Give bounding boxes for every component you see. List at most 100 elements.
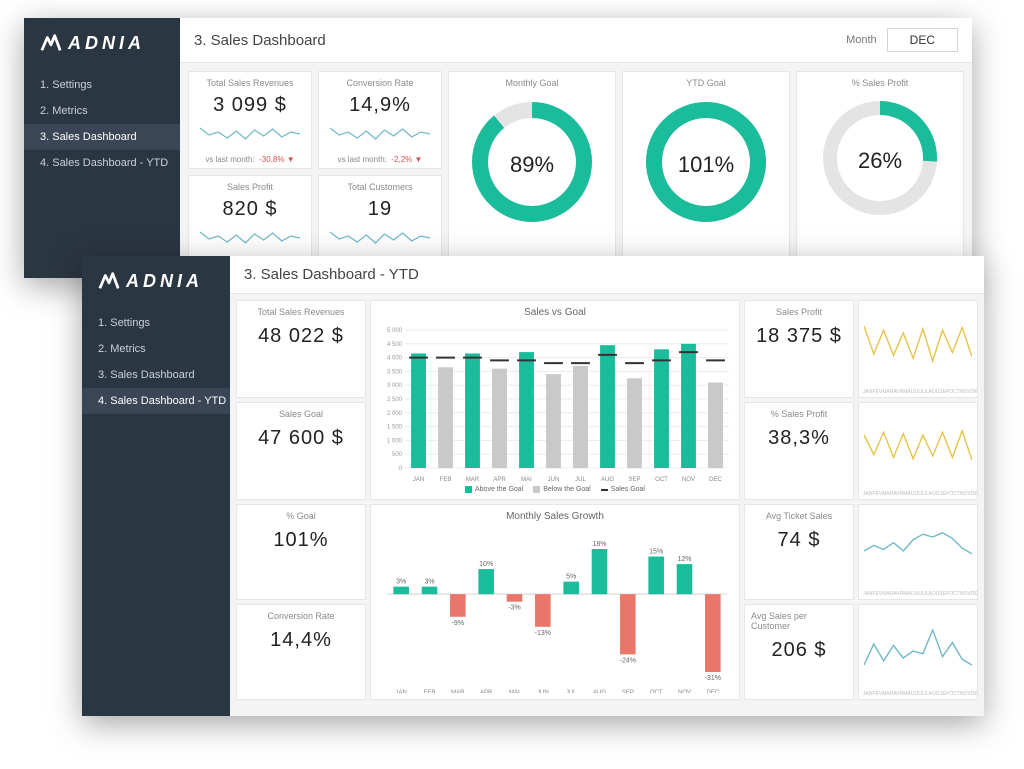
svg-text:OCT: OCT	[650, 690, 663, 693]
metric-value: 74 $	[778, 529, 821, 552]
page-title: 3. Sales Dashboard	[194, 32, 326, 49]
spark-card: JANFÉVMARAVRMAIJUIJULAOÛSEPOCTNOVDÉC	[858, 604, 978, 700]
svg-text:-24%: -24%	[620, 657, 636, 664]
nav-item[interactable]: 4. Sales Dashboard - YTD	[82, 388, 230, 414]
bar-chart-svg: 05001 0001 5002 0002 5003 0003 5004 0004…	[377, 326, 733, 484]
svg-text:-3%: -3%	[508, 605, 520, 612]
sidebar: ADNIA 1. Settings2. Metrics3. Sales Dash…	[82, 256, 230, 716]
svg-text:FEB: FEB	[424, 690, 436, 693]
nav-item[interactable]: 1. Settings	[82, 310, 230, 336]
svg-text:SEP: SEP	[628, 477, 640, 483]
chart-title: Monthly Sales Growth	[506, 511, 604, 522]
main-area: 3. Sales Dashboard - YTD Total Sales Rev…	[230, 256, 984, 716]
metric-card: Sales Profit 18 375 $	[744, 300, 854, 398]
dashboard-monthly: ADNIA 1. Settings2. Metrics3. Sales Dash…	[24, 18, 972, 278]
logo-icon	[40, 32, 62, 54]
stat-value: 47 600 $	[258, 427, 344, 450]
spark-card: JANFÉVMARAVRMAIJUIJULAOÛSEPOCTNOVDÉC	[858, 300, 978, 398]
nav-item[interactable]: 4. Sales Dashboard - YTD	[24, 150, 180, 176]
svg-text:2 000: 2 000	[387, 411, 403, 417]
gauge-value: 89%	[464, 94, 600, 235]
metric-value: 18 375 $	[756, 325, 842, 348]
stat-value: 14,4%	[270, 629, 332, 652]
svg-text:JUN: JUN	[548, 477, 560, 483]
svg-text:DEC: DEC	[706, 690, 719, 693]
svg-text:-13%: -13%	[535, 630, 551, 637]
stat-label: % Goal	[286, 511, 316, 521]
donut-chart: 26%	[816, 94, 944, 227]
gauge-card: YTD Goal 101%	[622, 71, 790, 273]
kpi-label: Total Sales Revenues	[206, 78, 293, 88]
stat-card: % Goal 101%	[236, 504, 366, 600]
brand-logo: ADNIA	[82, 270, 230, 310]
brand-logo: ADNIA	[24, 32, 180, 72]
nav-item[interactable]: 2. Metrics	[82, 336, 230, 362]
metric-label: % Sales Profit	[771, 409, 828, 419]
svg-text:NOV: NOV	[678, 690, 691, 693]
svg-text:1 000: 1 000	[387, 438, 403, 444]
nav-item[interactable]: 1. Settings	[24, 72, 180, 98]
metric-label: Avg Ticket Sales	[766, 511, 832, 521]
month-picker[interactable]: Month DEC	[846, 28, 958, 52]
kpi-label: Total Customers	[347, 182, 412, 192]
svg-text:-31%: -31%	[705, 675, 721, 682]
svg-text:AUG: AUG	[601, 477, 614, 483]
sparkline	[864, 319, 972, 375]
svg-text:5 000: 5 000	[387, 328, 403, 334]
sparkline	[864, 523, 972, 579]
spark-months: JANFÉVMARAVRMAIJUIJULAOÛSEPOCTNOVDÉC	[863, 591, 973, 597]
nav-item[interactable]: 3. Sales Dashboard	[82, 362, 230, 388]
kpi-card: Total Sales Revenues 3 099 $ vs last mon…	[188, 71, 312, 169]
svg-text:JAN: JAN	[395, 690, 406, 693]
month-label: Month	[846, 34, 877, 46]
gauge-label: Monthly Goal	[505, 78, 558, 88]
sparkline	[330, 227, 430, 247]
svg-text:15%: 15%	[649, 549, 663, 556]
dashboard-ytd: ADNIA 1. Settings2. Metrics3. Sales Dash…	[82, 256, 984, 716]
svg-text:1 500: 1 500	[387, 425, 403, 431]
header: 3. Sales Dashboard - YTD	[230, 256, 984, 294]
svg-text:JUL: JUL	[566, 690, 577, 693]
nav-item[interactable]: 3. Sales Dashboard	[24, 124, 180, 150]
svg-text:3%: 3%	[396, 579, 406, 586]
month-value[interactable]: DEC	[887, 28, 958, 52]
header: 3. Sales Dashboard Month DEC	[180, 18, 972, 63]
metric-card: Avg Ticket Sales 74 $	[744, 504, 854, 600]
chart-title: Sales vs Goal	[524, 307, 586, 318]
svg-text:MAI: MAI	[521, 477, 532, 483]
svg-text:3%: 3%	[424, 579, 434, 586]
svg-text:3 000: 3 000	[387, 383, 403, 389]
brand-name: ADNIA	[126, 271, 203, 292]
stat-card: Sales Goal 47 600 $	[236, 402, 366, 500]
svg-text:APR: APR	[493, 477, 506, 483]
kpi-value: 820 $	[222, 198, 277, 221]
svg-text:2 500: 2 500	[387, 397, 403, 403]
stat-card: Total Sales Revenues 48 022 $	[236, 300, 366, 398]
sparkline	[330, 123, 430, 143]
stat-label: Conversion Rate	[267, 611, 334, 621]
svg-text:OCT: OCT	[655, 477, 668, 483]
svg-text:18%: 18%	[592, 541, 606, 548]
page-title: 3. Sales Dashboard - YTD	[244, 266, 419, 283]
kpi-value: 14,9%	[349, 94, 411, 117]
svg-text:JUN: JUN	[537, 690, 549, 693]
gauge-value: 101%	[638, 94, 774, 235]
spark-card: JANFÉVMARAVRMAIJUIJULAOÛSEPOCTNOVDÉC	[858, 504, 978, 600]
nav-item[interactable]: 2. Metrics	[24, 98, 180, 124]
growth-chart: Monthly Sales Growth3%JAN3%FEB-9%MAR10%A…	[370, 504, 740, 700]
stat-value: 48 022 $	[258, 325, 344, 348]
svg-text:MAR: MAR	[451, 690, 465, 693]
spark-months: JANFÉVMARAVRMAIJUIJULAOÛSEPOCTNOVDÉC	[863, 491, 973, 497]
sparkline	[200, 227, 300, 247]
metric-card: Avg Sales per Customer 206 $	[744, 604, 854, 700]
gauge-card: Monthly Goal 89%	[448, 71, 616, 273]
svg-text:500: 500	[392, 452, 403, 458]
sparkline	[200, 123, 300, 143]
svg-text:JAN: JAN	[413, 477, 424, 483]
metric-card: % Sales Profit 38,3%	[744, 402, 854, 500]
svg-text:5%: 5%	[566, 574, 576, 581]
metric-label: Sales Profit	[776, 307, 822, 317]
logo-icon	[98, 270, 120, 292]
sales-vs-goal-chart: Sales vs Goal05001 0001 5002 0002 5003 0…	[370, 300, 740, 500]
kpi-value: 3 099 $	[213, 94, 287, 117]
